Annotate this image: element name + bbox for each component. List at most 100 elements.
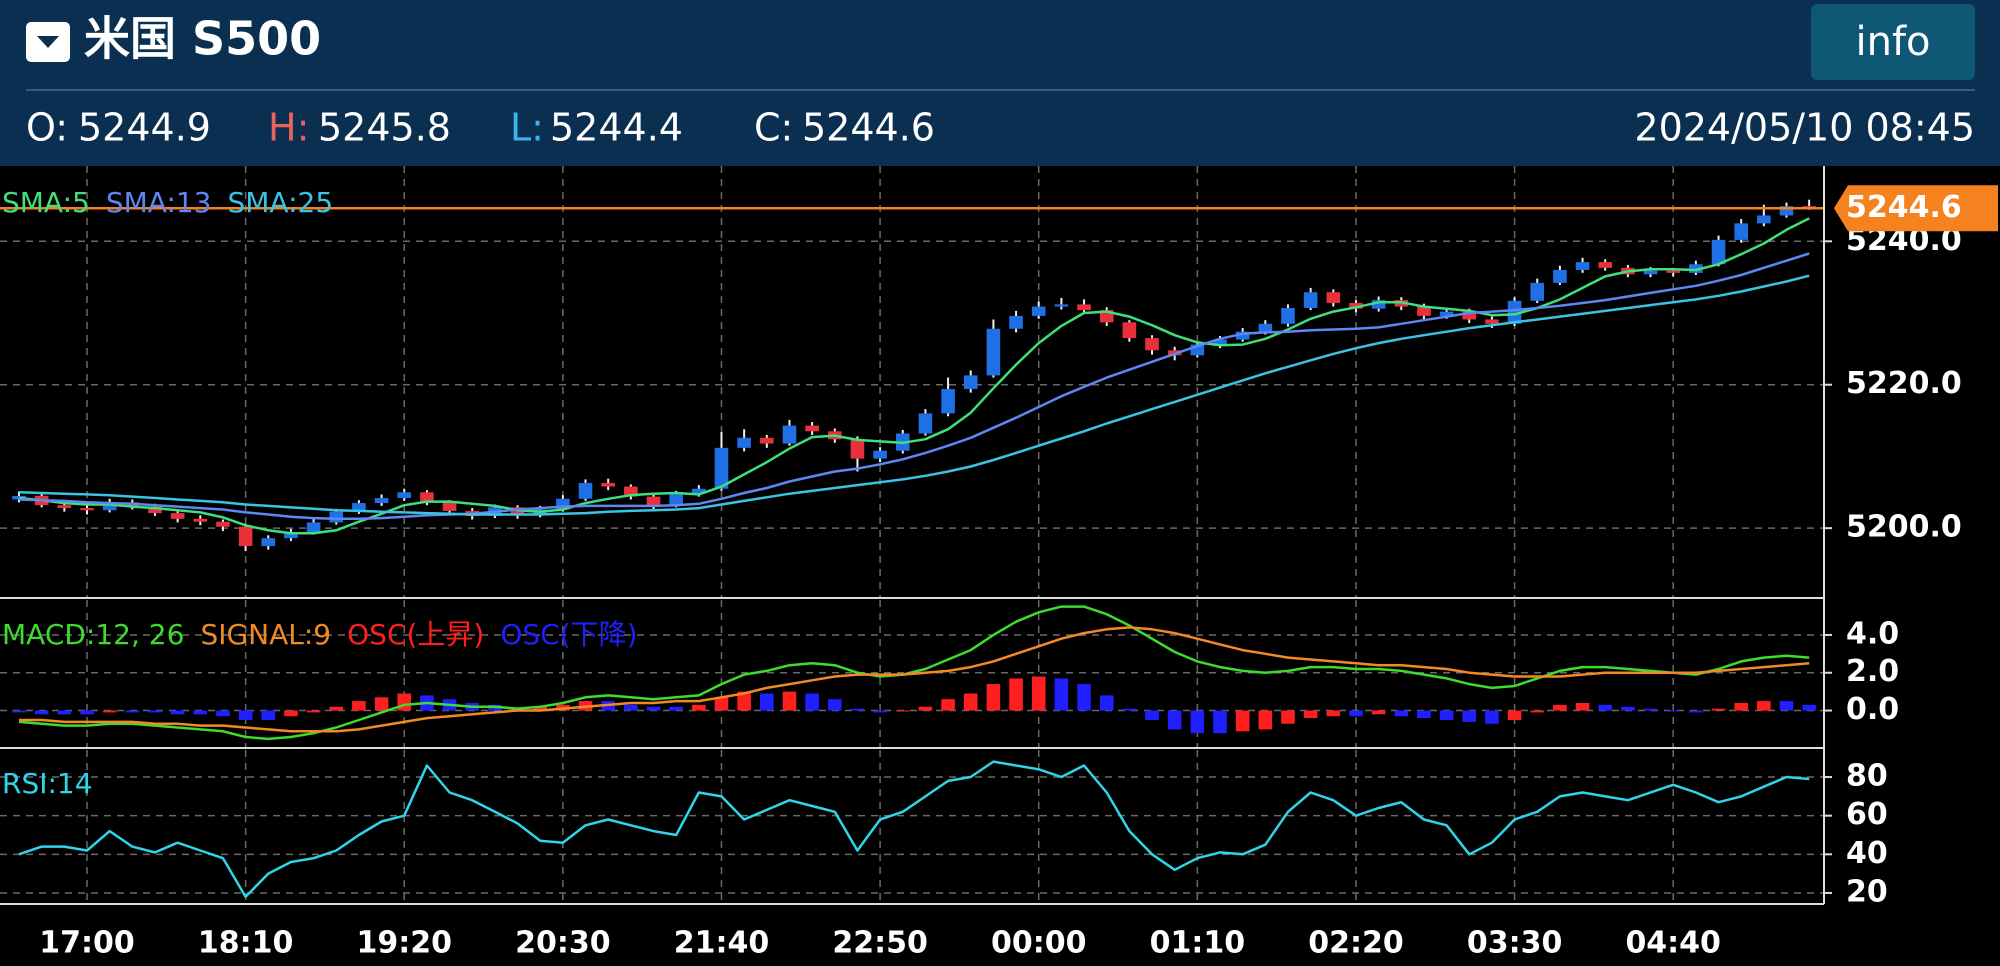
candle-body: [782, 425, 797, 444]
osc-bar: [1439, 710, 1454, 720]
high-value: 5245.8: [318, 106, 451, 150]
osc-bar: [714, 697, 729, 711]
osc-bar: [646, 706, 661, 711]
candle-body: [238, 526, 253, 547]
legend-entry: SMA:25: [228, 186, 334, 219]
osc-bar: [1530, 710, 1545, 713]
osc-bar: [1303, 710, 1318, 719]
candle-body: [397, 492, 412, 499]
candle-body: [1598, 262, 1613, 268]
candle-body: [1462, 311, 1477, 320]
osc-bar: [352, 701, 366, 711]
series-line: [18, 252, 1810, 521]
x-tick-label: 04:40: [1625, 926, 1721, 961]
candle-body: [1575, 262, 1590, 270]
x-tick-label: 19:20: [356, 926, 452, 961]
osc-bar: [1666, 710, 1680, 712]
osc-bar: [1643, 708, 1658, 711]
legend-entry: SIGNAL:9: [200, 618, 331, 651]
osc-bar: [850, 708, 865, 711]
candle-body: [1371, 300, 1386, 309]
osc-bar: [963, 693, 978, 711]
legend-entry: OSC(上昇): [347, 618, 484, 651]
candle-body: [1031, 306, 1046, 316]
candle-body: [1439, 311, 1454, 316]
osc-bar: [306, 710, 321, 713]
candle-body: [850, 439, 865, 459]
candle-body: [1666, 270, 1680, 273]
osc-bar: [284, 710, 298, 717]
osc-bar: [329, 706, 344, 711]
candle-body: [352, 503, 366, 512]
candle-body: [1757, 215, 1771, 224]
candle-body: [986, 328, 1001, 376]
series-line: [18, 760, 1810, 899]
osc-bar: [1621, 706, 1635, 711]
candle-body: [624, 486, 638, 497]
osc-bar: [1734, 702, 1748, 711]
osc-bar: [1757, 701, 1771, 711]
candle-body: [216, 521, 230, 527]
osc-bar: [1145, 710, 1159, 720]
candle-body: [1417, 306, 1431, 316]
candle-body: [12, 495, 26, 500]
osc-bar: [1190, 710, 1205, 734]
osc-bar: [1575, 702, 1590, 711]
candle-body: [442, 502, 457, 511]
candle-body: [1530, 282, 1545, 301]
osc-bar: [80, 710, 94, 715]
osc-bar: [1779, 701, 1794, 711]
candle-body: [329, 511, 344, 523]
candle-body: [57, 505, 72, 509]
dropdown-button[interactable]: [26, 22, 70, 62]
candle-body: [737, 437, 751, 448]
osc-bar: [533, 706, 547, 711]
osc-bar: [1031, 676, 1046, 711]
osc-bar: [1258, 710, 1273, 730]
x-tick-label: 03:30: [1467, 926, 1563, 961]
legend-entry: SMA:13: [106, 186, 212, 219]
osc-bar: [238, 710, 253, 720]
osc-bar: [918, 706, 933, 711]
candle-body: [1689, 264, 1703, 273]
candle-body: [80, 508, 94, 511]
osc-bar: [1077, 684, 1091, 711]
osc-bar: [12, 710, 26, 713]
candle-body: [1213, 339, 1227, 345]
candle-body: [941, 389, 955, 414]
osc-bar: [102, 710, 117, 713]
candle-body: [1054, 304, 1069, 307]
osc-bar: [986, 684, 1001, 711]
dropdown-arrow: [37, 36, 59, 48]
candle-body: [669, 493, 683, 506]
osc-bar: [1009, 678, 1023, 711]
info-button[interactable]: [1811, 4, 1975, 80]
osc-bar: [374, 697, 389, 711]
x-tick-label: 20:30: [515, 926, 611, 961]
close-value: 5244.6: [802, 106, 935, 150]
osc-bar: [193, 710, 208, 715]
osc-bar: [1462, 710, 1477, 722]
candle-body: [646, 496, 661, 506]
osc-bar: [1711, 708, 1726, 711]
datetime: 2024/05/10 08:45: [1634, 106, 1975, 150]
osc-bar: [34, 710, 49, 715]
series-line: [19, 626, 1810, 733]
candle-body: [1235, 331, 1250, 340]
osc-bar: [760, 693, 774, 711]
open-value: 5244.9: [78, 106, 211, 150]
header-bar: [0, 0, 2000, 166]
osc-bar: [895, 710, 910, 712]
candle-body: [692, 488, 706, 494]
candle-body: [1326, 292, 1341, 303]
y-tick-label: 40: [1846, 836, 1888, 871]
osc-bar: [1485, 710, 1499, 724]
legend-entry: SMA:5: [2, 186, 90, 219]
candle-body: [873, 450, 887, 459]
candle-body: [578, 482, 593, 499]
candle-body: [714, 447, 729, 489]
x-tick-label: 21:40: [674, 926, 770, 961]
osc-bar: [737, 691, 751, 711]
